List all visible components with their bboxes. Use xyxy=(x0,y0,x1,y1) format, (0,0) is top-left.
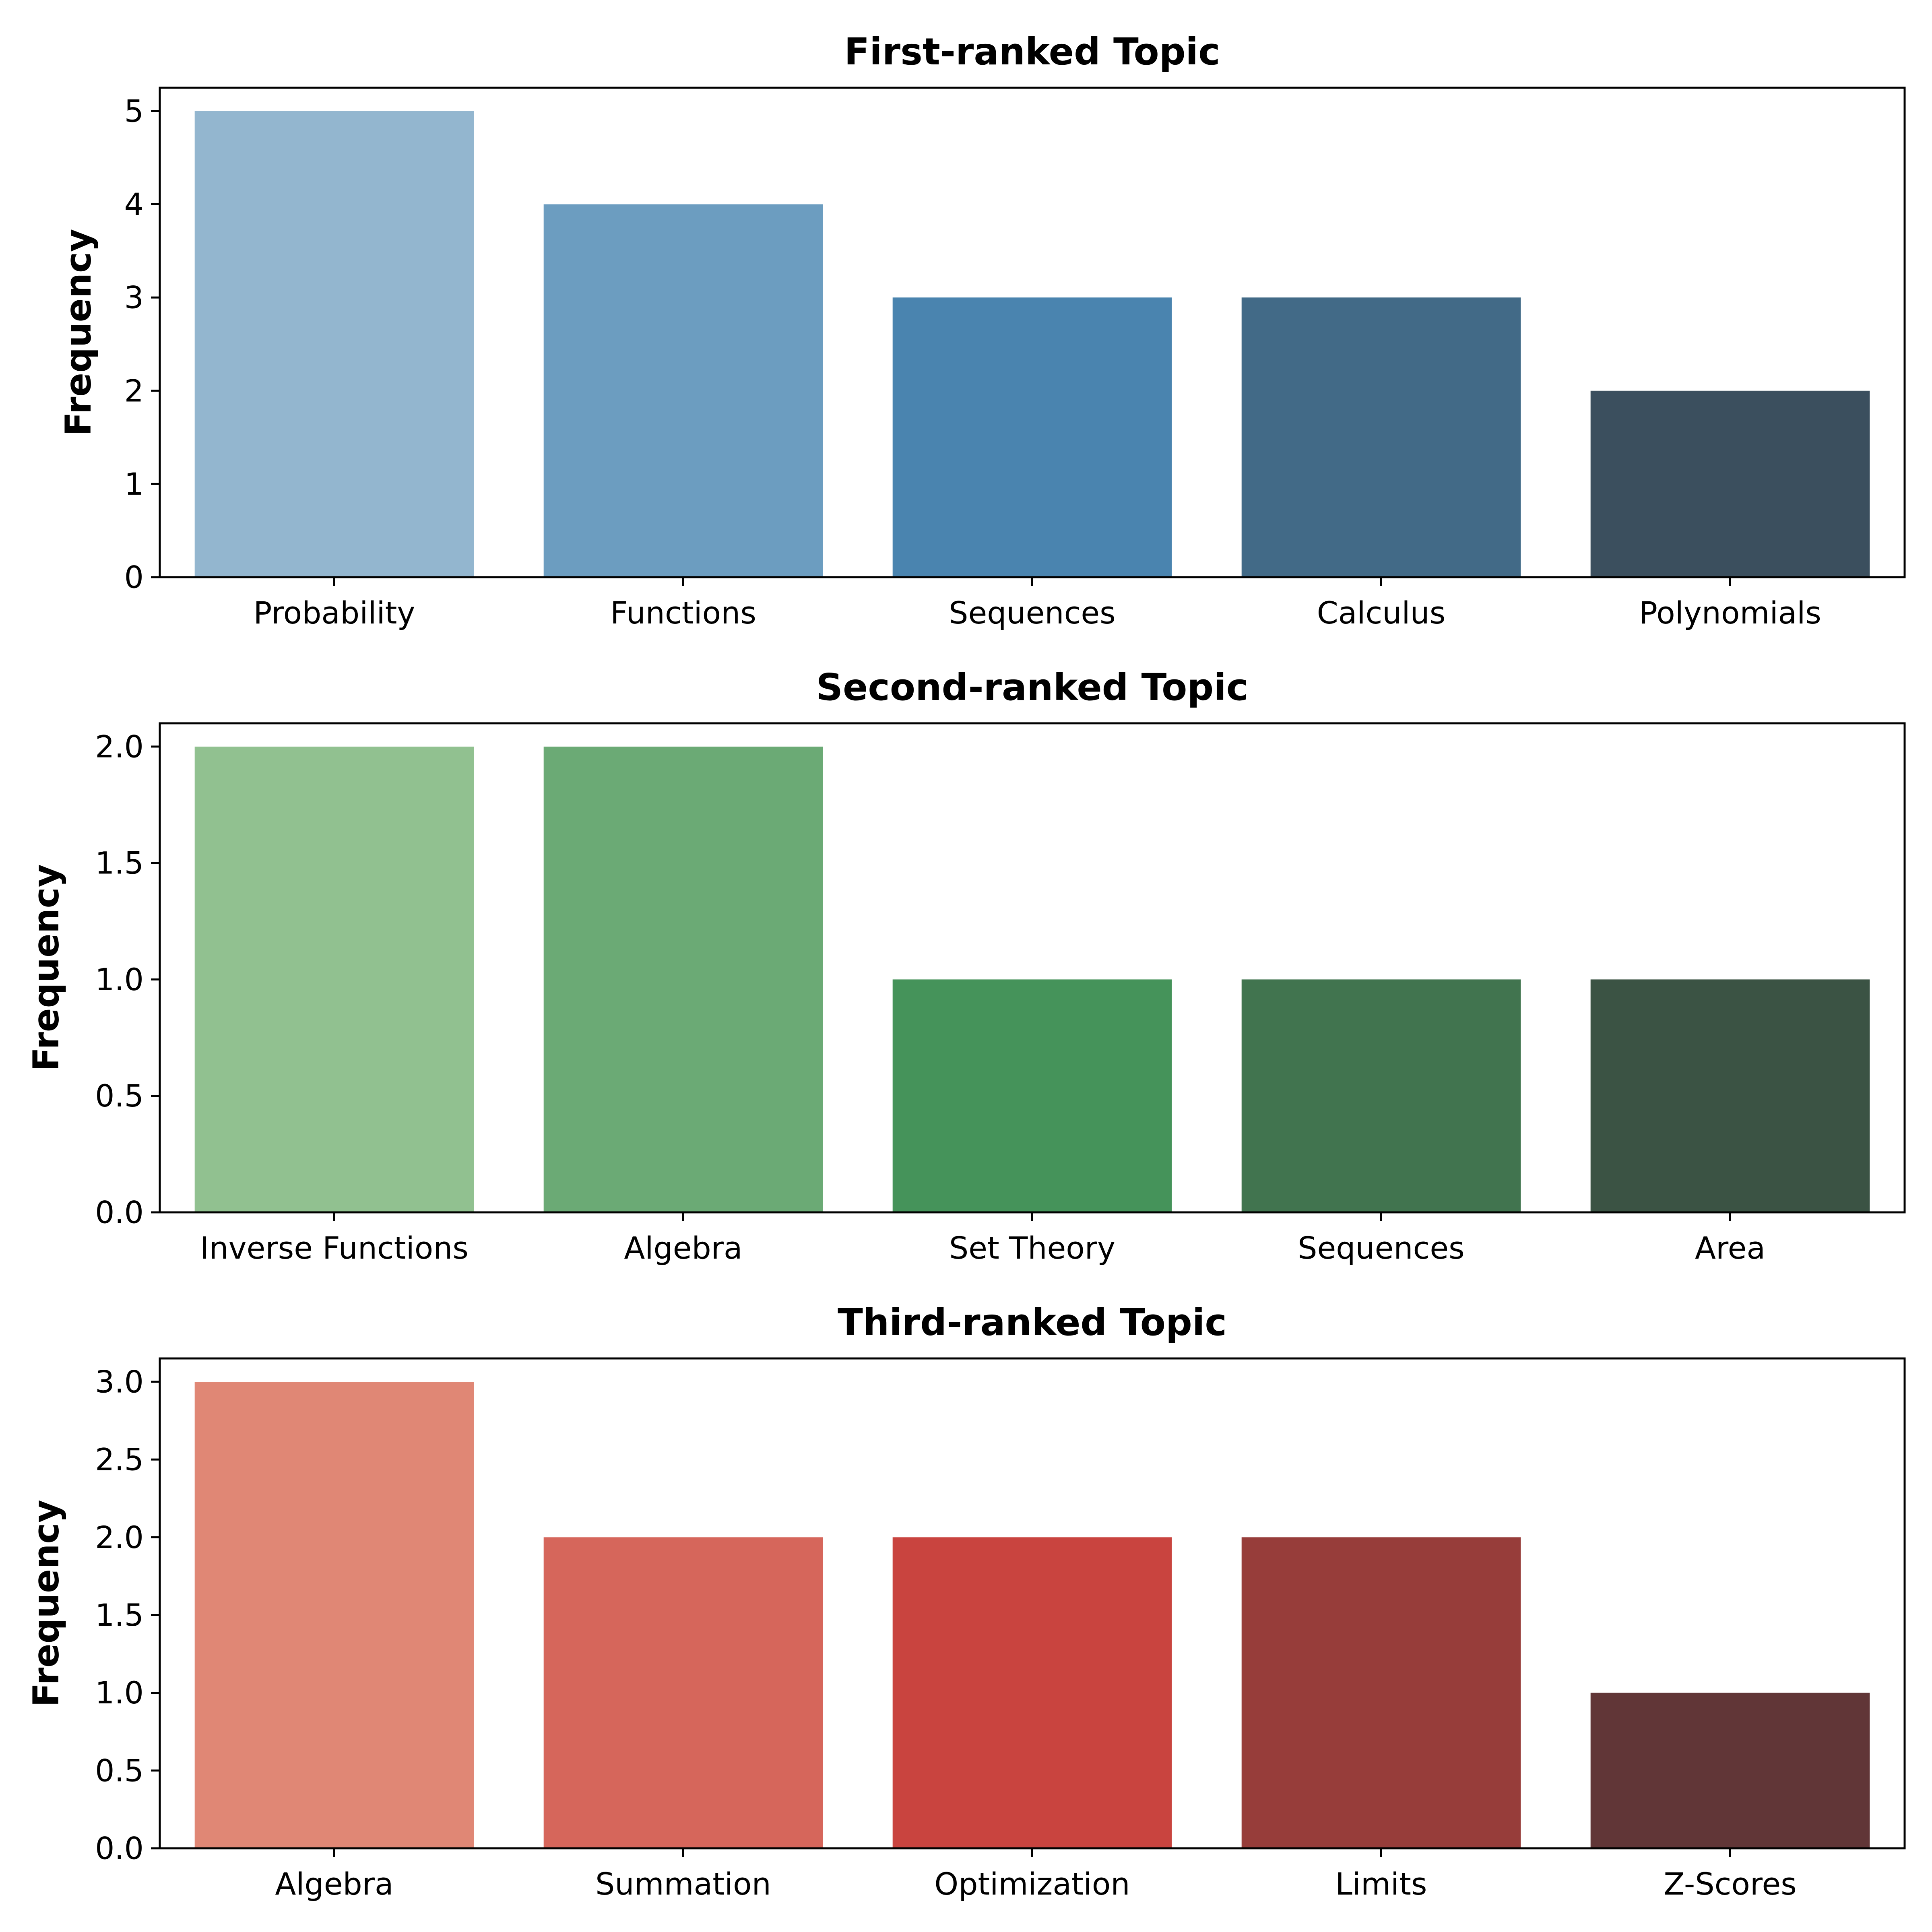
y-tick-label: 1.5 xyxy=(95,845,144,881)
y-tick-label: 1.0 xyxy=(95,962,144,997)
x-tick-label: Z-Scores xyxy=(1664,1866,1797,1902)
x-tick-label: Sequences xyxy=(949,595,1115,631)
bar-algebra xyxy=(194,1382,474,1848)
y-tick-label: 1.0 xyxy=(95,1675,144,1711)
x-tick-label: Optimization xyxy=(934,1866,1130,1902)
y-axis-label: Frequency xyxy=(25,1500,67,1707)
bar-area xyxy=(1590,979,1870,1212)
y-tick-label: 5 xyxy=(124,93,144,129)
bar-probability xyxy=(194,111,474,577)
bar-inverse-functions xyxy=(194,746,474,1212)
y-axis-label: Frequency xyxy=(58,229,99,436)
y-tick-label: 2 xyxy=(124,373,144,409)
bar-limits xyxy=(1241,1537,1521,1848)
bar-polynomials xyxy=(1590,390,1870,577)
y-tick-label: 1.5 xyxy=(95,1597,144,1633)
chart-title: Third-ranked Topic xyxy=(838,1301,1227,1344)
x-tick-label: Functions xyxy=(610,595,756,631)
y-tick-label: 3 xyxy=(124,280,144,316)
bar-sequences xyxy=(1241,979,1521,1212)
x-tick-label: Algebra xyxy=(624,1230,742,1266)
y-tick-label: 0 xyxy=(124,559,144,595)
y-tick-label: 0.0 xyxy=(95,1831,144,1866)
x-tick-label: Polynomials xyxy=(1639,595,1821,631)
bar-calculus xyxy=(1241,297,1521,577)
chart-panel-3: 0.0 0.5 1.0 1.5 2.0 2.5 3.0 Algebra Summation Opt… xyxy=(25,1301,1906,1902)
x-tick-label: Sequences xyxy=(1298,1230,1464,1266)
y-tick-label: 2.0 xyxy=(95,729,144,764)
x-tick-label: Inverse Functions xyxy=(200,1230,469,1266)
y-tick-label: 2.0 xyxy=(95,1519,144,1555)
bar-set-theory xyxy=(892,979,1172,1212)
y-tick-label: 3.0 xyxy=(95,1364,144,1399)
chart-title: First-ranked Topic xyxy=(844,30,1220,73)
chart-panel-2: 0.0 0.5 1.0 1.5 2.0 Inverse Functions Algebra S… xyxy=(25,666,1906,1266)
y-tick-label: 4 xyxy=(124,186,144,222)
y-axis-label: Frequency xyxy=(25,864,67,1071)
chart-title: Second-ranked Topic xyxy=(816,666,1249,709)
chart-panel-1: 0 1 2 3 4 5 Probability Functions Sequences Calcu… xyxy=(58,30,1906,631)
x-tick-label: Algebra xyxy=(275,1866,393,1902)
bar-functions xyxy=(543,204,823,577)
y-tick-label: 0.5 xyxy=(95,1752,144,1788)
bar-algebra xyxy=(543,746,823,1212)
x-tick-label: Calculus xyxy=(1317,595,1446,631)
x-tick-label: Summation xyxy=(595,1866,771,1902)
y-tick-label: 2.5 xyxy=(95,1442,144,1478)
x-tick-label: Limits xyxy=(1335,1866,1427,1902)
bar-optimization xyxy=(892,1537,1172,1848)
x-tick-label: Set Theory xyxy=(949,1230,1115,1266)
bar-z-scores xyxy=(1590,1693,1870,1848)
bar-summation xyxy=(543,1537,823,1848)
y-tick-label: 1 xyxy=(124,466,144,502)
bar-sequences xyxy=(892,297,1172,577)
x-tick-label: Probability xyxy=(254,595,415,631)
y-tick-label: 0.5 xyxy=(95,1078,144,1114)
x-tick-label: Area xyxy=(1695,1230,1765,1266)
y-tick-label: 0.0 xyxy=(95,1195,144,1230)
